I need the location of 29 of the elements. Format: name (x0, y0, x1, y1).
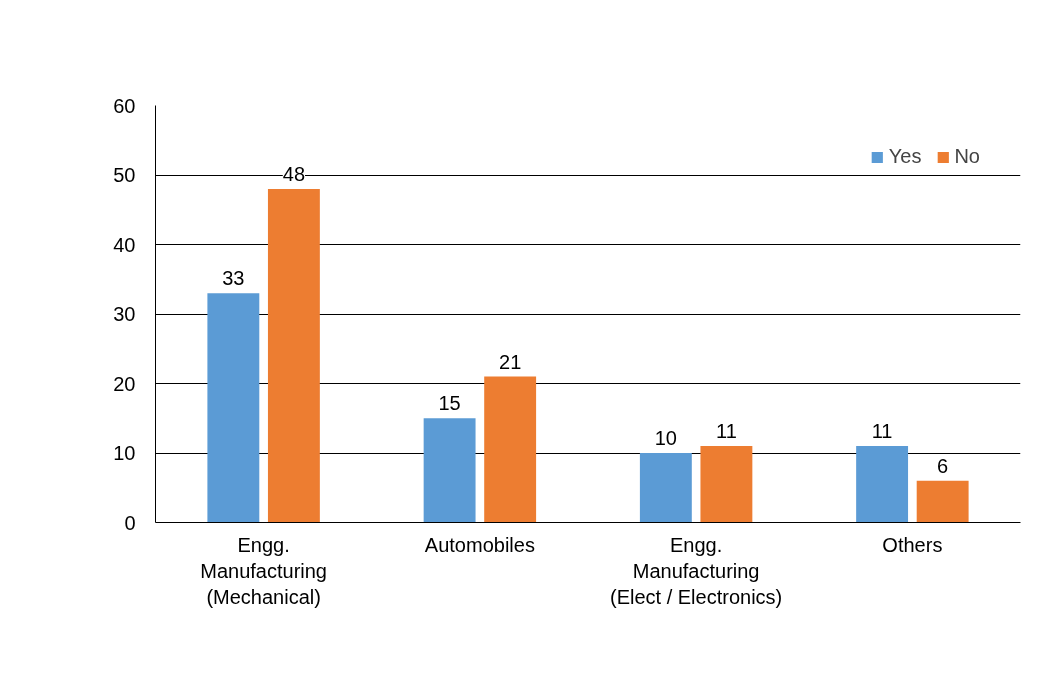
bar (484, 376, 537, 523)
data-label: 48 (282, 162, 306, 185)
data-label: 11 (871, 420, 893, 443)
x-tick-label: Automobiles (424, 533, 535, 556)
y-tick-label: 40 (113, 233, 136, 256)
data-label: 6 (937, 454, 949, 477)
data-label: 11 (716, 420, 737, 443)
y-tick-label: 30 (113, 303, 136, 325)
x-tick-label: Engg. Manufacturing (Mechanical) (200, 533, 328, 609)
x-tick-label: Others (882, 533, 943, 556)
bar (700, 446, 753, 523)
x-tick-label: Engg. Manufacturing (Elect / Electronics) (609, 533, 783, 609)
data-label: 10 (654, 427, 677, 449)
bar (267, 188, 320, 523)
data-label: 15 (438, 392, 461, 415)
y-tick-label: 10 (113, 442, 136, 464)
legend-label: No (954, 145, 980, 168)
bar (207, 293, 260, 523)
data-label: 33 (222, 267, 245, 290)
y-tick-label: 60 (113, 94, 136, 117)
bar (639, 453, 692, 523)
bar (856, 446, 909, 523)
y-tick-label: 20 (113, 372, 136, 395)
legend-label: Yes (888, 145, 922, 168)
data-label: 21 (499, 350, 522, 373)
bar (423, 418, 476, 523)
y-tick-label: 50 (113, 164, 136, 186)
y-tick-label: 0 (124, 511, 136, 534)
bar (916, 480, 969, 523)
